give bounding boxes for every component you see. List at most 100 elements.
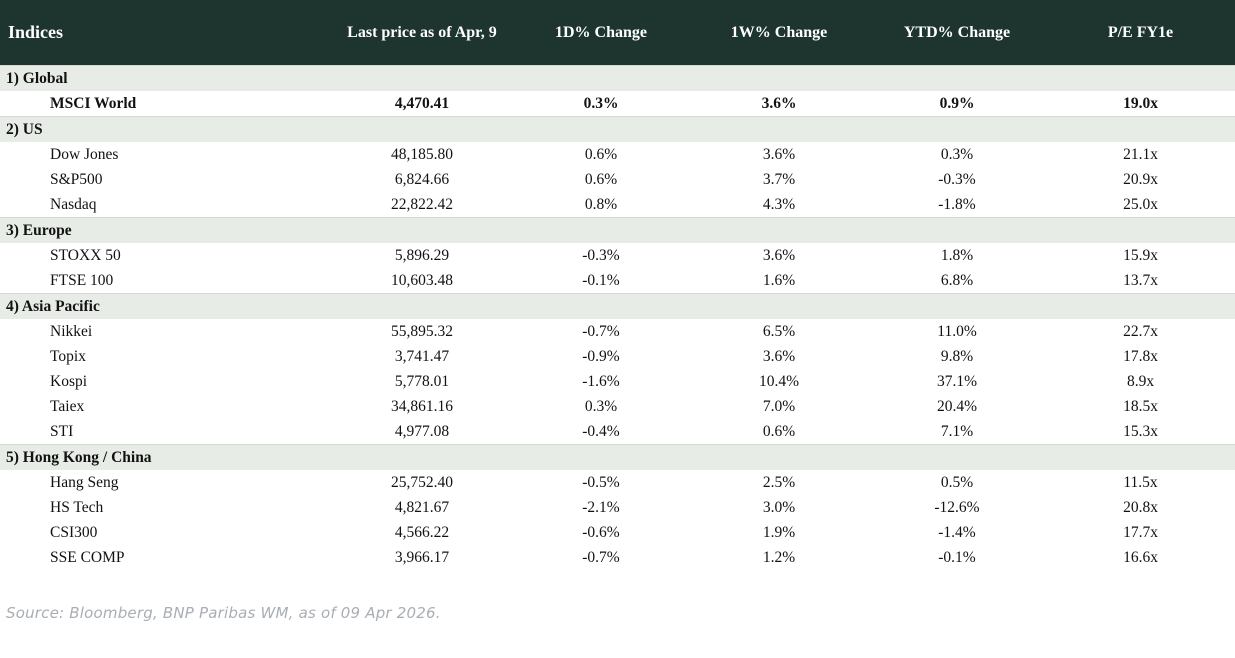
change-ytd-cell: 11.0%	[868, 319, 1046, 344]
change-1w-cell: 3.6%	[690, 243, 868, 268]
section-row: 2) US	[0, 116, 1235, 142]
change-1w-cell: 3.6%	[690, 142, 868, 167]
pe-cell: 15.9x	[1046, 243, 1235, 268]
last-price-cell: 48,185.80	[332, 142, 512, 167]
section-label: 1) Global	[0, 65, 1235, 91]
change-1w-cell: 1.2%	[690, 545, 868, 570]
index-row: Dow Jones 48,185.80 0.6% 3.6% 0.3% 21.1x	[0, 142, 1235, 167]
index-name-cell: Taiex	[0, 394, 332, 419]
section-label: 5) Hong Kong / China	[0, 444, 1235, 470]
change-ytd-cell: -1.4%	[868, 520, 1046, 545]
index-name-cell: FTSE 100	[0, 268, 332, 294]
change-1d-cell: -0.6%	[512, 520, 690, 545]
source-note: Source: Bloomberg, BNP Paribas WM, as of…	[6, 604, 441, 622]
index-row: Taiex 34,861.16 0.3% 7.0% 20.4% 18.5x	[0, 394, 1235, 419]
pe-cell: 8.9x	[1046, 369, 1235, 394]
change-1d-cell: -0.9%	[512, 344, 690, 369]
index-row: Nikkei 55,895.32 -0.7% 6.5% 11.0% 22.7x	[0, 319, 1235, 344]
change-1w-cell: 0.6%	[690, 419, 868, 445]
change-1w-cell: 10.4%	[690, 369, 868, 394]
index-row: Topix 3,741.47 -0.9% 3.6% 9.8% 17.8x	[0, 344, 1235, 369]
pe-cell: 19.0x	[1046, 91, 1235, 117]
index-name-cell: SSE COMP	[0, 545, 332, 570]
section-row: 5) Hong Kong / China	[0, 444, 1235, 470]
pe-cell: 22.7x	[1046, 319, 1235, 344]
last-price-cell: 4,566.22	[332, 520, 512, 545]
last-price-cell: 3,966.17	[332, 545, 512, 570]
change-ytd-cell: 7.1%	[868, 419, 1046, 445]
index-name-cell: Nasdaq	[0, 192, 332, 218]
pe-cell: 15.3x	[1046, 419, 1235, 445]
index-name-cell: Kospi	[0, 369, 332, 394]
index-name-cell: Nikkei	[0, 319, 332, 344]
change-1w-cell: 6.5%	[690, 319, 868, 344]
change-1d-cell: 0.8%	[512, 192, 690, 218]
index-row: HS Tech 4,821.67 -2.1% 3.0% -12.6% 20.8x	[0, 495, 1235, 520]
change-1w-cell: 7.0%	[690, 394, 868, 419]
change-1d-cell: -0.5%	[512, 470, 690, 495]
index-name-cell: HS Tech	[0, 495, 332, 520]
index-row: MSCI World 4,470.41 0.3% 3.6% 0.9% 19.0x	[0, 91, 1235, 117]
index-row: STI 4,977.08 -0.4% 0.6% 7.1% 15.3x	[0, 419, 1235, 445]
index-name-cell: CSI300	[0, 520, 332, 545]
pe-cell: 13.7x	[1046, 268, 1235, 294]
change-1w-cell: 3.0%	[690, 495, 868, 520]
change-1d-cell: 0.6%	[512, 167, 690, 192]
change-ytd-cell: 37.1%	[868, 369, 1046, 394]
index-name-cell: Dow Jones	[0, 142, 332, 167]
change-1w-cell: 3.6%	[690, 344, 868, 369]
change-1d-cell: -0.1%	[512, 268, 690, 294]
section-label: 3) Europe	[0, 217, 1235, 243]
index-row: S&P500 6,824.66 0.6% 3.7% -0.3% 20.9x	[0, 167, 1235, 192]
col-header-pe: P/E FY1e	[1046, 0, 1235, 66]
change-1w-cell: 3.6%	[690, 91, 868, 117]
pe-cell: 25.0x	[1046, 192, 1235, 218]
col-header-last-price: Last price as of Apr, 9	[332, 0, 512, 66]
change-ytd-cell: 0.5%	[868, 470, 1046, 495]
change-1d-cell: -0.7%	[512, 319, 690, 344]
section-row: 3) Europe	[0, 217, 1235, 243]
index-row: CSI300 4,566.22 -0.6% 1.9% -1.4% 17.7x	[0, 520, 1235, 545]
last-price-cell: 55,895.32	[332, 319, 512, 344]
table-title: Indices	[0, 0, 332, 66]
change-ytd-cell: 1.8%	[868, 243, 1046, 268]
index-row: STOXX 50 5,896.29 -0.3% 3.6% 1.8% 15.9x	[0, 243, 1235, 268]
index-row: Hang Seng 25,752.40 -0.5% 2.5% 0.5% 11.5x	[0, 470, 1235, 495]
change-1w-cell: 1.6%	[690, 268, 868, 294]
header-row: Indices Last price as of Apr, 9 1D% Chan…	[0, 0, 1235, 66]
index-name-cell: STI	[0, 419, 332, 445]
change-ytd-cell: -1.8%	[868, 192, 1046, 218]
pe-cell: 21.1x	[1046, 142, 1235, 167]
last-price-cell: 10,603.48	[332, 268, 512, 294]
pe-cell: 16.6x	[1046, 545, 1235, 570]
section-label: 2) US	[0, 116, 1235, 142]
change-1d-cell: 0.3%	[512, 91, 690, 117]
pe-cell: 20.9x	[1046, 167, 1235, 192]
last-price-cell: 3,741.47	[332, 344, 512, 369]
pe-cell: 17.8x	[1046, 344, 1235, 369]
change-1d-cell: -0.7%	[512, 545, 690, 570]
index-row: Kospi 5,778.01 -1.6% 10.4% 37.1% 8.9x	[0, 369, 1235, 394]
table-body: 1) Global MSCI World 4,470.41 0.3% 3.6% 0.9% 1…	[0, 65, 1235, 570]
pe-cell: 18.5x	[1046, 394, 1235, 419]
change-1d-cell: -1.6%	[512, 369, 690, 394]
change-1d-cell: -0.4%	[512, 419, 690, 445]
change-1w-cell: 4.3%	[690, 192, 868, 218]
last-price-cell: 22,822.42	[332, 192, 512, 218]
change-1d-cell: -0.3%	[512, 243, 690, 268]
indices-table: Indices Last price as of Apr, 9 1D% Chan…	[0, 0, 1235, 570]
change-ytd-cell: 9.8%	[868, 344, 1046, 369]
col-header-1w-change: 1W% Change	[690, 0, 868, 66]
last-price-cell: 4,821.67	[332, 495, 512, 520]
index-name-cell: Hang Seng	[0, 470, 332, 495]
index-name-cell: Topix	[0, 344, 332, 369]
index-row: FTSE 100 10,603.48 -0.1% 1.6% 6.8% 13.7x	[0, 268, 1235, 294]
col-header-1d-change: 1D% Change	[512, 0, 690, 66]
change-1d-cell: 0.3%	[512, 394, 690, 419]
change-ytd-cell: -0.1%	[868, 545, 1046, 570]
index-name-cell: MSCI World	[0, 91, 332, 117]
change-ytd-cell: 0.3%	[868, 142, 1046, 167]
change-ytd-cell: 20.4%	[868, 394, 1046, 419]
section-row: 1) Global	[0, 65, 1235, 91]
change-ytd-cell: -12.6%	[868, 495, 1046, 520]
